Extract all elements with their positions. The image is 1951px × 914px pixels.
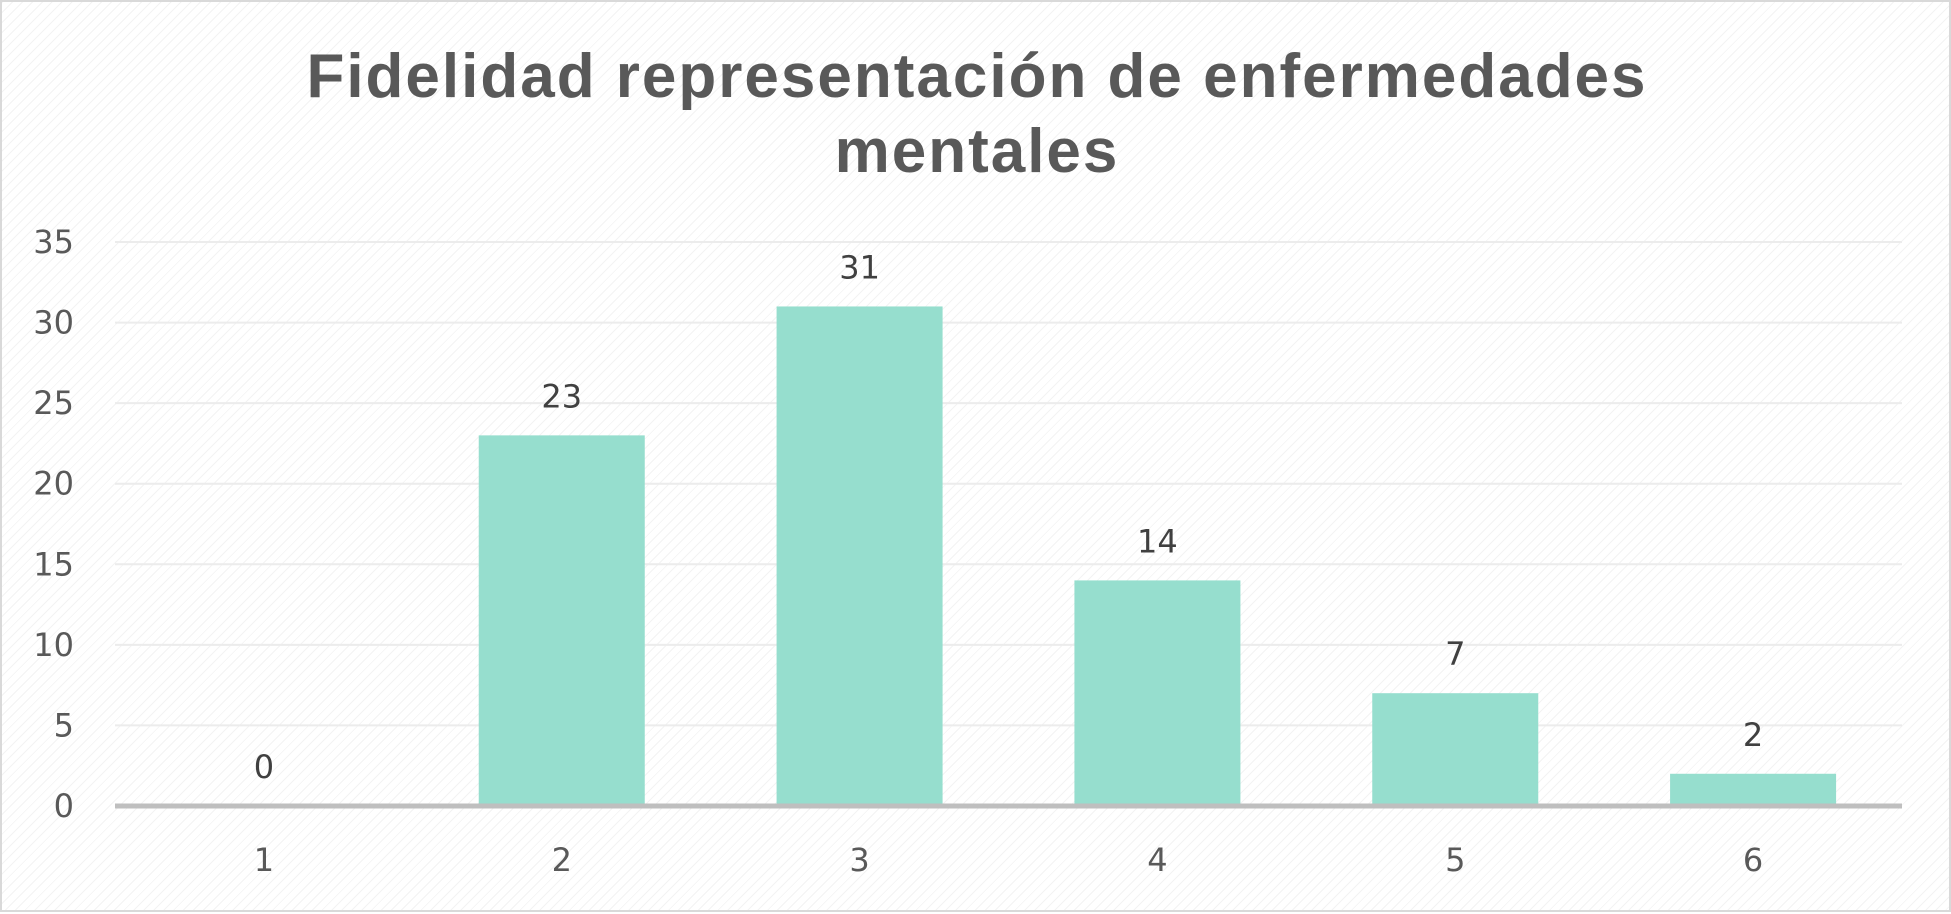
- x-tick-label: 5: [1445, 841, 1465, 879]
- data-label: 2: [1743, 716, 1763, 754]
- y-tick-label: 30: [33, 304, 74, 342]
- bar-2: [478, 435, 645, 806]
- x-tick-label: 4: [1147, 841, 1167, 879]
- chart-title-line-1: Fidelidad representación de enfermedades: [306, 42, 1647, 111]
- data-label: 14: [1137, 522, 1178, 560]
- data-labels: 0 23 31 14 7 2: [254, 248, 1764, 786]
- y-tick-label: 25: [33, 384, 74, 422]
- data-label: 7: [1445, 635, 1465, 673]
- y-axis-ticks: 0 5 10 15 20 25 30 35: [33, 223, 74, 825]
- x-tick-label: 1: [254, 841, 274, 879]
- x-tick-label: 3: [849, 841, 869, 879]
- y-tick-label: 0: [54, 787, 74, 825]
- x-tick-label: 2: [552, 841, 572, 879]
- bar-6: [1670, 773, 1837, 806]
- y-tick-label: 15: [33, 545, 74, 583]
- gridlines: [115, 241, 1902, 727]
- y-tick-label: 20: [33, 465, 74, 503]
- data-label: 23: [541, 377, 582, 415]
- x-axis-ticks: 1 2 3 4 5 6: [254, 841, 1764, 879]
- y-tick-label: 5: [54, 706, 74, 744]
- chart-title-line-2: mentales: [835, 117, 1120, 186]
- y-tick-label: 35: [33, 223, 74, 261]
- data-label: 0: [254, 748, 274, 786]
- bars: [478, 306, 1837, 806]
- data-label: 31: [839, 248, 880, 286]
- bar-4: [1074, 580, 1241, 806]
- x-tick-label: 6: [1743, 841, 1763, 879]
- y-tick-label: 10: [33, 626, 74, 664]
- bar-3: [776, 306, 943, 806]
- bar-5: [1372, 693, 1539, 806]
